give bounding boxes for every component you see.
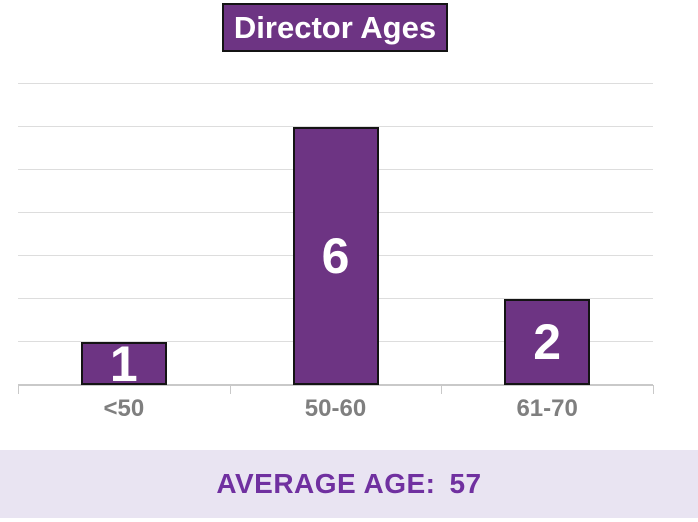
chart-title: Director Ages xyxy=(233,9,437,45)
gridline xyxy=(18,83,653,84)
bar-value-label: 6 xyxy=(321,228,350,284)
bar-value-label: 2 xyxy=(533,314,562,370)
bar-61-70: 2 xyxy=(504,299,591,385)
footer-label: AVERAGE AGE: xyxy=(216,468,436,499)
axis-tick xyxy=(18,385,19,394)
axis-tick xyxy=(229,385,231,394)
x-axis-label: 50-60 xyxy=(304,395,367,422)
bar-value-label: 1 xyxy=(109,335,138,392)
chart-title-box: Director Ages xyxy=(222,3,448,52)
bar-<50: 1 xyxy=(80,339,167,389)
bar-50-60: 6 xyxy=(292,127,379,385)
axis-tick xyxy=(653,385,654,394)
plot-area: 1 6 2 xyxy=(18,83,654,394)
footer-value: 57 xyxy=(449,468,482,499)
x-axis-label: <50 xyxy=(103,395,145,422)
gridline xyxy=(18,126,653,127)
axis-tick xyxy=(441,385,443,394)
x-axis-label: 61-70 xyxy=(516,395,578,422)
x-axis-line xyxy=(18,384,653,386)
footer-banner: AVERAGE AGE: 57 xyxy=(0,450,698,518)
